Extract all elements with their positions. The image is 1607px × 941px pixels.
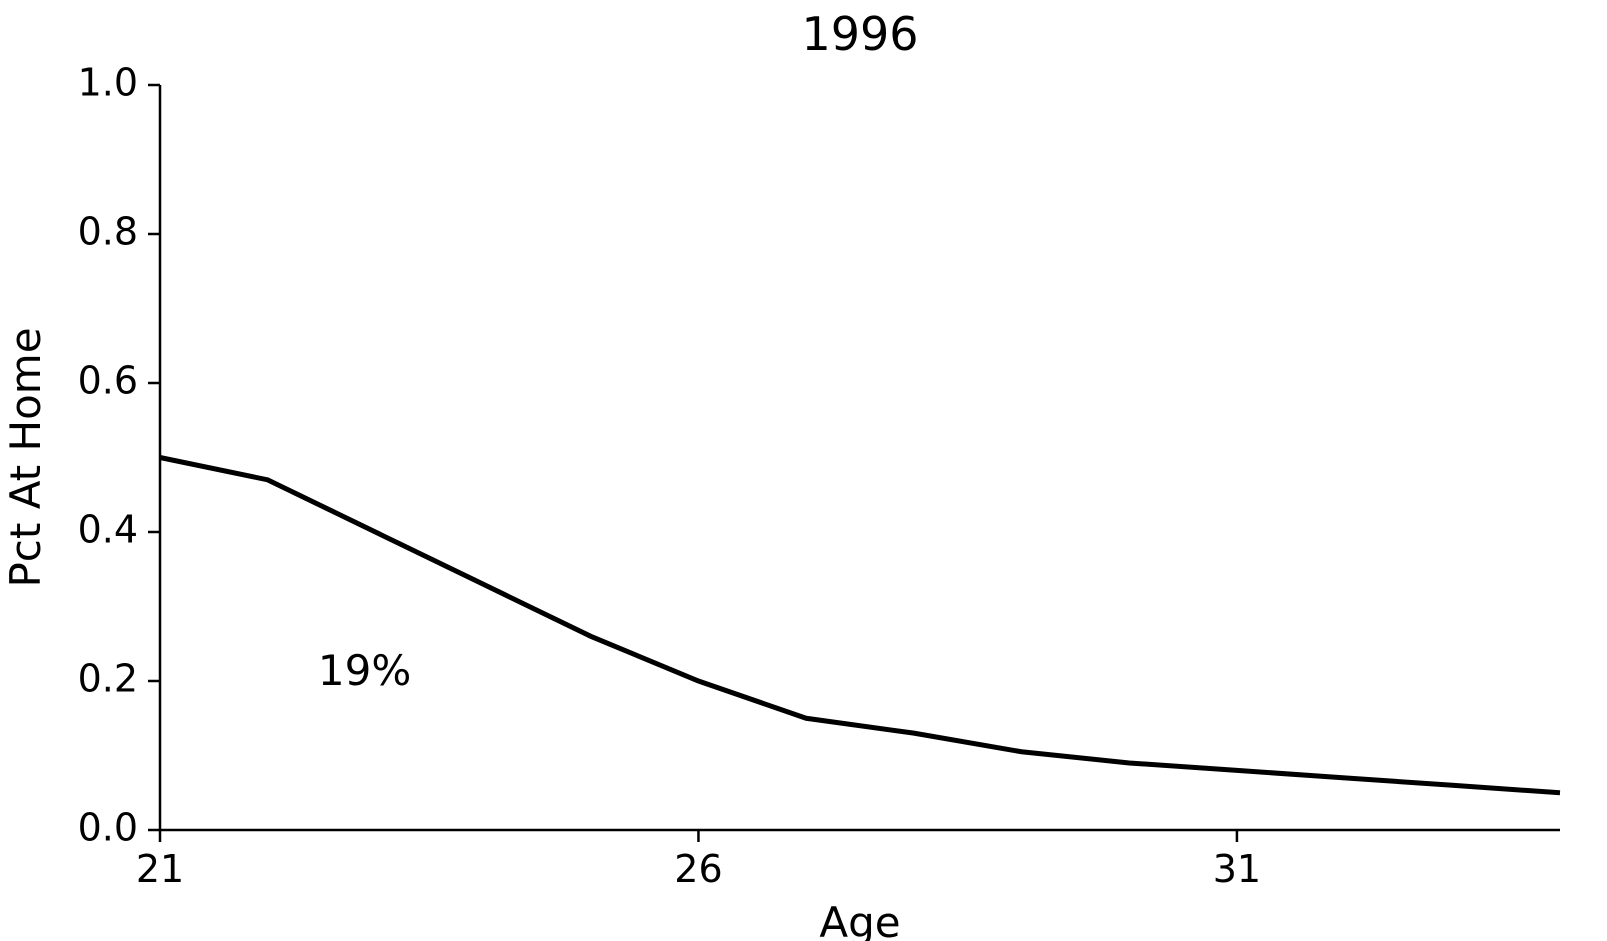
x-axis-label: Age xyxy=(819,898,900,941)
x-tick-label: 21 xyxy=(136,847,184,891)
data-line xyxy=(160,458,1560,793)
y-tick-label: 0.8 xyxy=(78,210,138,254)
y-tick-label: 1.0 xyxy=(78,61,138,105)
y-tick-label: 0.2 xyxy=(78,657,138,701)
y-tick-label: 0.0 xyxy=(78,806,138,850)
x-tick-label: 26 xyxy=(674,847,722,891)
chart-title: 1996 xyxy=(801,7,918,61)
y-tick-label: 0.4 xyxy=(78,508,138,552)
annotation-text: 19% xyxy=(318,646,411,695)
y-axis-label: Pct At Home xyxy=(1,327,50,587)
line-chart: 0.0 0.2 0.4 0.6 0.8 1.0 21 26 31 1996 Age Pct At Ho… xyxy=(0,0,1607,941)
y-tick-label: 0.6 xyxy=(78,359,138,403)
chart-container: 0.0 0.2 0.4 0.6 0.8 1.0 21 26 31 1996 Age Pct At Ho… xyxy=(0,0,1607,941)
x-tick-label: 31 xyxy=(1213,847,1261,891)
